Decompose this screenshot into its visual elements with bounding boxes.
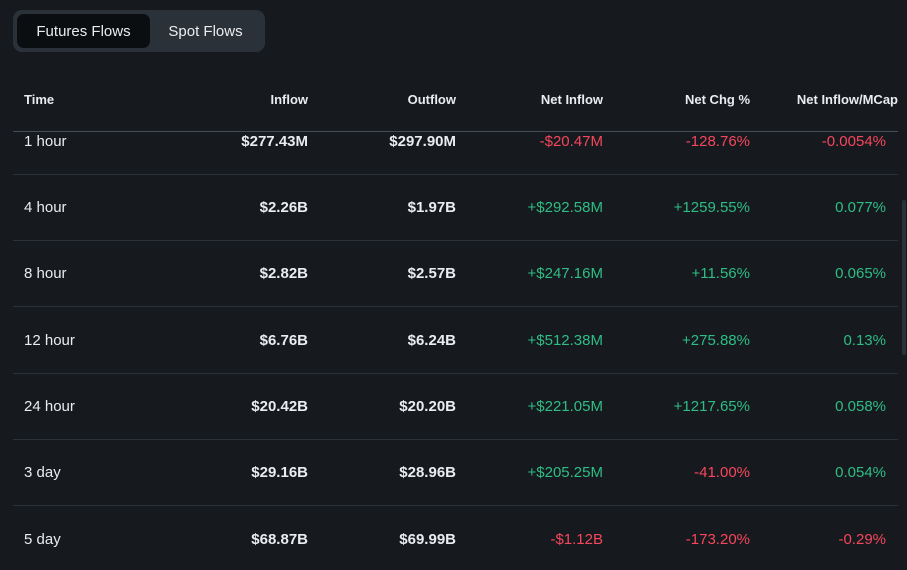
table-header: Time Inflow Outflow Net Inflow Net Chg %… xyxy=(13,80,898,118)
cell-net-inflow-mcap: 0.054% xyxy=(835,464,886,481)
cell-inflow: $2.26B xyxy=(259,199,308,216)
cell-inflow: $6.76B xyxy=(259,332,308,349)
cell-time: 12 hour xyxy=(24,332,75,349)
column-header-net-chg: Net Chg % xyxy=(685,91,750,107)
cell-inflow: $277.43M xyxy=(241,133,308,150)
cell-inflow: $68.87B xyxy=(251,531,308,548)
cell-outflow: $1.97B xyxy=(407,199,456,216)
table-body[interactable]: 1 hour $277.43M $297.90M -$20.47M -128.76% -0… xyxy=(13,131,898,570)
cell-inflow: $20.42B xyxy=(251,398,308,415)
cell-outflow: $2.57B xyxy=(407,265,456,282)
cell-net-inflow-mcap: -0.29% xyxy=(838,531,886,548)
cell-outflow: $297.90M xyxy=(389,133,456,150)
tab-futures-flows[interactable]: Futures Flows xyxy=(17,14,150,48)
cell-net-chg: +275.88% xyxy=(682,332,750,349)
cell-net-chg: -173.20% xyxy=(685,531,750,548)
cell-net-inflow: +$292.58M xyxy=(527,199,603,216)
column-header-inflow: Inflow xyxy=(270,91,308,107)
cell-net-chg: -128.76% xyxy=(685,133,750,150)
cell-time: 1 hour xyxy=(24,133,67,150)
cell-outflow: $20.20B xyxy=(399,398,456,415)
column-header-outflow: Outflow xyxy=(407,91,456,107)
cell-net-inflow: +$247.16M xyxy=(527,265,603,282)
cell-net-inflow-mcap: -0.0054% xyxy=(821,133,886,150)
cell-net-chg: +11.56% xyxy=(691,265,750,282)
cell-time: 4 hour xyxy=(24,199,67,216)
table-row: 3 day $29.16B $28.96B +$205.25M -41.00% 0.054… xyxy=(13,440,898,506)
cell-net-chg: -41.00% xyxy=(694,464,750,481)
cell-net-inflow: +$205.25M xyxy=(527,464,603,481)
cell-outflow: $6.24B xyxy=(407,332,456,349)
cell-net-inflow-mcap: 0.058% xyxy=(835,398,886,415)
column-header-net-inflow: Net Inflow xyxy=(540,91,603,107)
cell-net-chg: +1217.65% xyxy=(673,398,750,415)
table-row: 4 hour $2.26B $1.97B +$292.58M +1259.55% 0.07… xyxy=(13,175,898,241)
table-row: 1 hour $277.43M $297.90M -$20.47M -128.76% -0… xyxy=(13,132,898,175)
cell-net-inflow: -$1.12B xyxy=(550,531,603,548)
scrollbar[interactable] xyxy=(902,200,906,355)
cell-net-inflow-mcap: 0.13% xyxy=(843,332,886,349)
column-header-net-inflow-mcap: Net Inflow/MCap xyxy=(796,91,898,107)
cell-outflow: $69.99B xyxy=(399,531,456,548)
table-row: 5 day $68.87B $69.99B -$1.12B -173.20% -0.29% xyxy=(13,507,898,570)
flow-type-tabs: Futures Flows Spot Flows xyxy=(13,10,265,52)
table-row: 12 hour $6.76B $6.24B +$512.38M +275.88% 0.13… xyxy=(13,308,898,374)
cell-inflow: $2.82B xyxy=(259,265,308,282)
tab-spot-flows[interactable]: Spot Flows xyxy=(168,22,243,40)
cell-net-inflow: +$512.38M xyxy=(527,332,603,349)
cell-net-inflow-mcap: 0.077% xyxy=(835,199,886,216)
cell-net-inflow: +$221.05M xyxy=(527,398,603,415)
cell-time: 24 hour xyxy=(24,398,75,415)
cell-time: 5 day xyxy=(24,531,61,548)
table-row: 8 hour $2.82B $2.57B +$247.16M +11.56% 0.065% xyxy=(13,241,898,307)
cell-net-chg: +1259.55% xyxy=(673,199,750,216)
cell-outflow: $28.96B xyxy=(399,464,456,481)
cell-net-inflow-mcap: 0.065% xyxy=(835,265,886,282)
cell-inflow: $29.16B xyxy=(251,464,308,481)
table-row: 24 hour $20.42B $20.20B +$221.05M +1217.65% 0… xyxy=(13,374,898,440)
column-header-time: Time xyxy=(24,91,55,107)
cell-time: 3 day xyxy=(24,464,61,481)
cell-time: 8 hour xyxy=(24,265,67,282)
cell-net-inflow: -$20.47M xyxy=(539,133,603,150)
